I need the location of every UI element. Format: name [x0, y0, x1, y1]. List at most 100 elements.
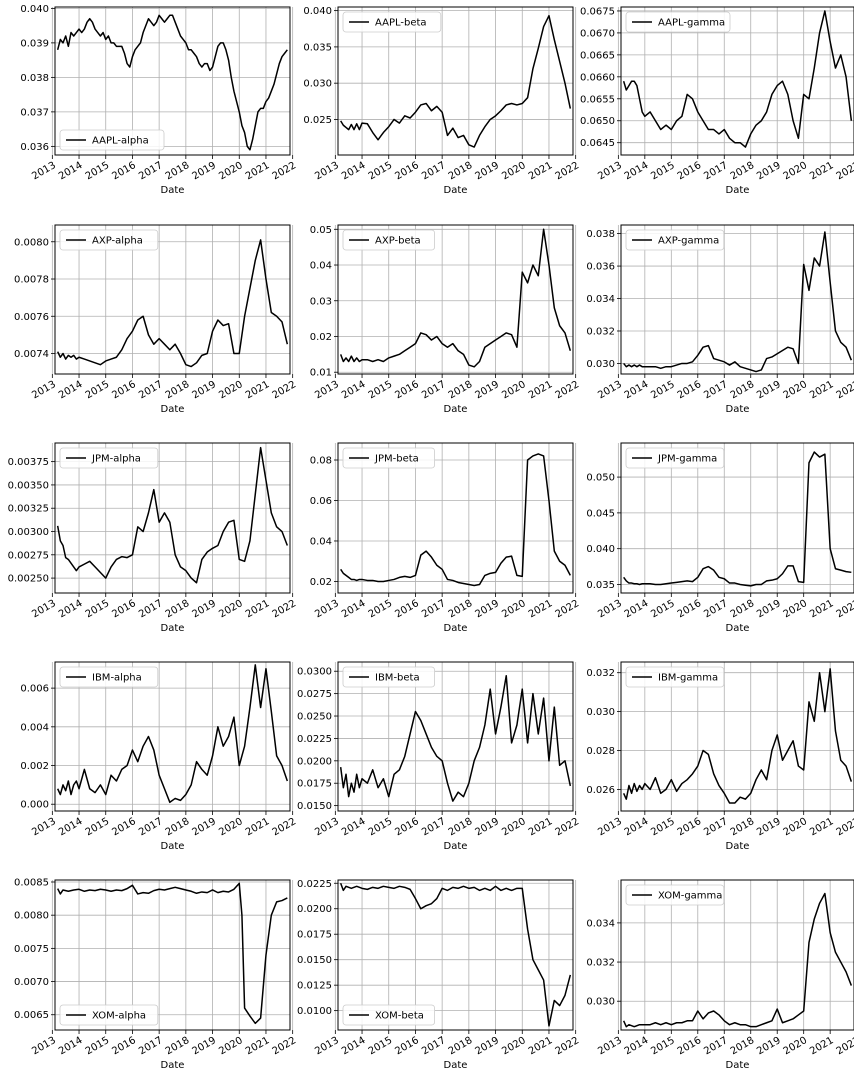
x-tick-label: 2018: [447, 379, 475, 401]
y-tick-label: 0.032: [586, 326, 615, 337]
x-tick-label: 2014: [623, 379, 651, 401]
x-tick-label: 2015: [84, 816, 112, 838]
x-axis-label: Date: [444, 841, 468, 852]
x-tick-label: 2014: [623, 598, 651, 620]
y-tick-label: 0.030: [303, 79, 332, 90]
x-tick-label: 2021: [808, 160, 836, 182]
x-tick-label: 2020: [782, 816, 810, 838]
y-tick-label: 0.0150: [297, 955, 332, 966]
y-tick-label: 0.02: [310, 332, 332, 343]
legend: JPM-alpha: [59, 447, 159, 469]
legend-label: AXP-gamma: [658, 236, 719, 247]
x-tick-label: 2013: [313, 816, 341, 838]
y-tick-label: 0.0074: [14, 349, 49, 360]
x-tick-label: 2021: [244, 816, 272, 838]
series-line-jpm-gamma: [623, 451, 852, 587]
y-tick-label: 0.036: [586, 262, 615, 273]
y-tick-label: 0.040: [20, 4, 49, 15]
x-tick-label: 2022: [835, 816, 854, 838]
x-tick-label: 2017: [702, 816, 730, 838]
x-tick-label: 2014: [623, 1035, 651, 1057]
legend: IBM-gamma: [625, 666, 725, 688]
y-tick-label: 0.034: [586, 294, 615, 305]
y-tick-label: 0.038: [20, 73, 49, 84]
x-tick-label: 2013: [30, 598, 58, 620]
x-tick-label: 2016: [393, 379, 421, 401]
y-tick-label: 0.00300: [8, 527, 49, 538]
x-tick-label: 2015: [84, 379, 112, 401]
legend-label: AAPL-beta: [375, 18, 427, 29]
x-tick-label: 2018: [164, 160, 192, 182]
x-tick-label: 2013: [30, 1035, 58, 1057]
y-tick-label: 0.040: [586, 544, 615, 555]
x-tick-label: 2014: [340, 160, 368, 182]
axes-frame: [337, 879, 574, 1031]
x-tick-label: 2017: [420, 816, 448, 838]
y-tick-label: 0.00325: [8, 504, 49, 515]
subplot-aapl-beta: 0.025 0.030 0.035 0.040 2013 2014 2015 2016 2017…: [303, 6, 581, 196]
x-tick-label: 2017: [137, 379, 165, 401]
y-tick-label: 0.035: [586, 580, 615, 591]
legend-label: XOM-alpha: [92, 1011, 146, 1022]
x-tick-label: 2019: [191, 160, 219, 182]
x-tick-label: 2020: [217, 816, 245, 838]
x-tick-label: 2020: [217, 379, 245, 401]
series-line-ibm-gamma: [622, 668, 853, 804]
x-tick-label: 2015: [649, 1035, 677, 1057]
x-tick-label: 2020: [217, 160, 245, 182]
legend-label: AAPL-alpha: [92, 136, 149, 147]
y-tick-label: 0.06: [310, 496, 332, 507]
series-line-ibm-alpha: [56, 664, 289, 804]
series-line-jpm-alpha: [56, 446, 289, 584]
x-tick-label: 2018: [164, 379, 192, 401]
x-tick-label: 2015: [84, 160, 112, 182]
x-tick-label: 2017: [137, 816, 165, 838]
subplot-xom-beta: 0.0100 0.0125 0.0150 0.0175 0.0200 0.0225 2013…: [297, 879, 581, 1071]
y-tick-label: 0.032: [586, 668, 615, 679]
x-tick-label: 2018: [729, 160, 757, 182]
x-tick-label: 2019: [474, 816, 502, 838]
x-tick-label: 2019: [755, 816, 783, 838]
x-axis-label: Date: [444, 623, 468, 634]
x-tick-label: 2019: [755, 379, 783, 401]
subplot-aapl-gamma: 0.0645 0.0650 0.0655 0.0660 0.0665 0.0670 0.06…: [580, 6, 854, 196]
x-tick-label: 2018: [729, 379, 757, 401]
x-tick-label: 2018: [164, 1035, 192, 1057]
axes-frame: [620, 224, 854, 375]
x-tick-label: 2017: [702, 598, 730, 620]
y-tick-label: 0.0078: [14, 275, 49, 286]
y-tick-label: 0.036: [20, 142, 49, 153]
y-tick-label: 0.01: [310, 368, 332, 379]
x-tick-label: 2020: [782, 379, 810, 401]
x-tick-label: 2015: [367, 816, 395, 838]
x-tick-label: 2019: [755, 160, 783, 182]
x-tick-label: 2019: [191, 379, 219, 401]
subplot-axp-gamma: 0.0300.0320.0340.0360.038201320142015201…: [586, 224, 854, 415]
x-tick-label: 2013: [313, 598, 341, 620]
x-tick-label: 2019: [474, 160, 502, 182]
legend: AAPL-alpha: [59, 129, 165, 151]
x-axis-label: Date: [161, 185, 185, 196]
x-tick-label: 2014: [57, 816, 85, 838]
x-tick-label: 2021: [244, 160, 272, 182]
y-tick-label: 0.0660: [580, 72, 615, 83]
y-tick-label: 0.035: [303, 42, 332, 53]
y-tick-label: 0.0175: [297, 779, 332, 790]
y-tick-label: 0.039: [20, 38, 49, 49]
legend-box: [625, 447, 725, 469]
x-tick-label: 2017: [420, 598, 448, 620]
legend-box: [625, 229, 725, 251]
axes-frame: [620, 6, 854, 156]
legend-label: IBM-beta: [375, 673, 420, 684]
axes-frame: [620, 879, 854, 1031]
x-tick-label: 2016: [393, 598, 421, 620]
legend: AXP-alpha: [59, 229, 159, 251]
series-line-jpm-beta: [340, 453, 571, 587]
x-tick-label: 2017: [702, 379, 730, 401]
legend-box: [59, 1004, 159, 1026]
subplot-axp-alpha: 0.0074 0.0076 0.0078 0.0080 2013 2014 2015 2016…: [14, 224, 298, 415]
x-axis-label: Date: [161, 1060, 185, 1071]
y-tick-label: 0.0225: [297, 879, 332, 890]
y-tick-label: 0.08: [310, 456, 332, 467]
